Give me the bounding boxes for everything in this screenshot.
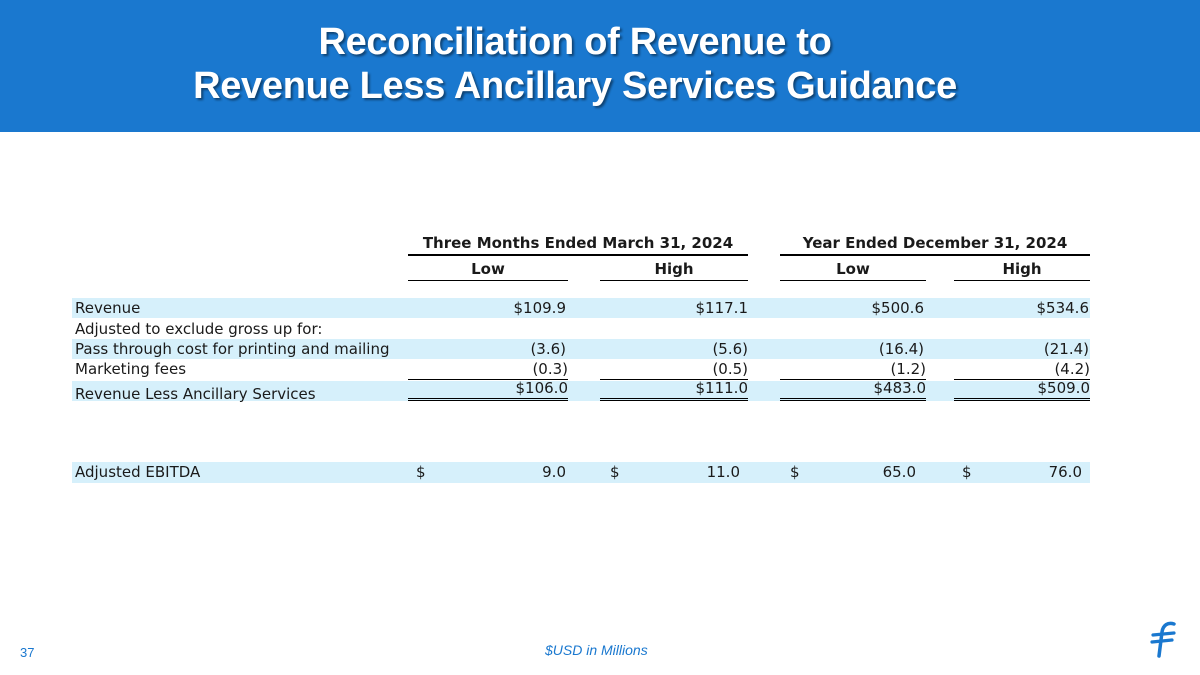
currency-symbol: $ <box>610 463 620 481</box>
value-cell: (5.6) <box>712 340 748 358</box>
column-header-fy-high: High <box>954 258 1090 281</box>
value-cell: (16.4) <box>878 340 924 358</box>
value-cell: (4.2) <box>954 359 1090 380</box>
table-row-adjustment-heading: Adjusted to exclude gross up for: <box>72 319 1090 339</box>
value-cell: 76.0 <box>1048 463 1082 481</box>
value-cell: (1.2) <box>780 359 926 380</box>
value-cell: (0.3) <box>408 359 568 380</box>
flywire-f-logo-icon <box>1150 621 1176 658</box>
row-label: Revenue <box>75 299 141 317</box>
table-row-adjusted-ebitda: Adjusted EBITDA $ 9.0 $ 11.0 $ 65.0 $ 76… <box>72 462 1090 483</box>
value-cell: (3.6) <box>530 340 566 358</box>
value-cell: $483.0 <box>780 378 926 401</box>
column-header-q1-high: High <box>600 258 748 281</box>
table-row-revenue-less-ancillary: Revenue Less Ancillary Services $106.0 $… <box>72 378 1090 403</box>
value-cell: 11.0 <box>706 463 740 481</box>
value-cell: $117.1 <box>695 299 749 317</box>
page-title-line-1: Reconciliation of Revenue to <box>318 21 832 63</box>
title-banner: Reconciliation of Revenue to Revenue Les… <box>0 0 1200 132</box>
column-header-fy-low: Low <box>780 258 926 281</box>
value-cell: (0.5) <box>600 359 748 380</box>
value-cell: 65.0 <box>882 463 916 481</box>
row-label: Marketing fees <box>75 360 187 378</box>
value-cell: (21.4) <box>1043 340 1089 358</box>
value-cell: $106.0 <box>408 378 568 401</box>
page-title-line-2: Revenue Less Ancillary Services Guidance <box>193 65 957 107</box>
currency-symbol: $ <box>790 463 800 481</box>
table-row-pass-through: Pass through cost for printing and maili… <box>72 339 1090 359</box>
row-label: Pass through cost for printing and maili… <box>75 340 390 358</box>
currency-symbol: $ <box>962 463 972 481</box>
currency-symbol: $ <box>416 463 426 481</box>
value-cell: $509.0 <box>954 378 1090 401</box>
row-label: Adjusted EBITDA <box>75 463 201 481</box>
value-cell: 9.0 <box>542 463 566 481</box>
value-cell: $111.0 <box>600 378 748 401</box>
value-cell: $500.6 <box>871 299 925 317</box>
value-cell: $534.6 <box>1036 299 1090 317</box>
row-label: Adjusted to exclude gross up for: <box>75 320 323 338</box>
period-header-three-months: Three Months Ended March 31, 2024 <box>408 232 748 256</box>
table-row-revenue: Revenue $109.9 $117.1 $500.6 $534.6 <box>72 298 1090 318</box>
currency-footnote: $USD in Millions <box>545 642 648 658</box>
page-number: 37 <box>20 645 35 660</box>
row-label: Revenue Less Ancillary Services <box>75 385 316 403</box>
table-row-marketing-fees: Marketing fees (0.3) (0.5) (1.2) (4.2) <box>72 359 1090 380</box>
column-header-q1-low: Low <box>408 258 568 281</box>
value-cell: $109.9 <box>513 299 567 317</box>
period-header-year: Year Ended December 31, 2024 <box>780 232 1090 256</box>
